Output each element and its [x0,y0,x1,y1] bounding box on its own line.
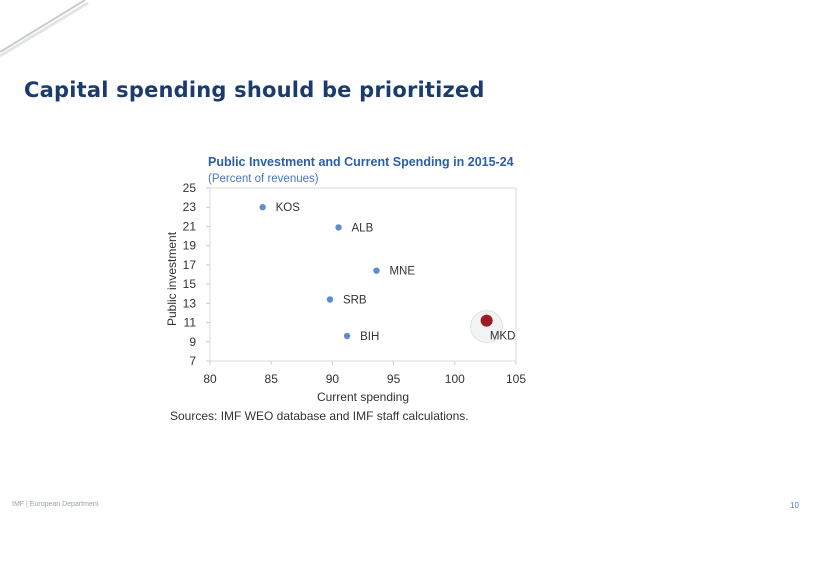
x-axis: 80 85 90 95 100 105 [203,361,526,386]
y-tick-label: 23 [183,200,197,214]
x-tick-label: 105 [506,372,526,386]
footer-org: IMF | European Department [12,501,99,508]
scatter-chart: Public Investment and Current Spending i… [165,155,526,423]
x-tick-label: 85 [265,372,279,386]
y-tick-label: 7 [189,354,196,368]
x-tick-label: 95 [387,372,401,386]
corner-decoration [0,0,89,58]
y-tick-label: 9 [189,335,196,349]
data-points: KOS ALB MNE SRB BIH MKD [259,202,516,344]
y-tick-label: 25 [183,181,197,195]
plot-area [209,187,517,362]
y-tick-label: 17 [183,258,197,272]
x-axis-label: Current spending [317,390,409,404]
footer-separator: | [26,501,28,508]
x-tick-label: 90 [326,372,340,386]
y-tick-label: 13 [183,296,197,310]
x-tick-label: 100 [445,372,465,386]
data-point-label: KOS [276,202,301,214]
chart-title: Public Investment and Current Spending i… [208,155,514,169]
x-tick-label: 80 [203,372,217,386]
data-point [326,296,334,303]
slide-title: Capital spending should be prioritized [24,78,485,102]
y-tick-label: 11 [184,316,197,330]
source-note: Sources: IMF WEO database and IMF staff … [170,409,469,423]
y-tick-label: 15 [183,277,197,291]
footer-department: European Department [29,501,99,508]
data-point [335,224,342,231]
data-point-label: SRB [343,294,367,306]
y-axis: 7 9 11 13 15 17 19 21 23 25 [183,181,210,368]
data-point-label: ALB [352,222,374,234]
data-point-highlight [480,314,493,327]
chart-subtitle: (Percent of revenues) [208,173,319,185]
y-tick-label: 21 [183,219,197,233]
data-point [373,267,380,274]
page-number: 10 [790,501,799,510]
data-point-label: MKD [490,331,516,343]
y-axis-label: Public investment [165,231,179,326]
y-tick-label: 19 [183,239,197,253]
footer-org-name: IMF [12,501,25,508]
data-point [259,204,266,211]
data-point-label: MNE [389,266,415,278]
data-point [343,332,351,340]
data-point-label: BIH [360,331,379,343]
